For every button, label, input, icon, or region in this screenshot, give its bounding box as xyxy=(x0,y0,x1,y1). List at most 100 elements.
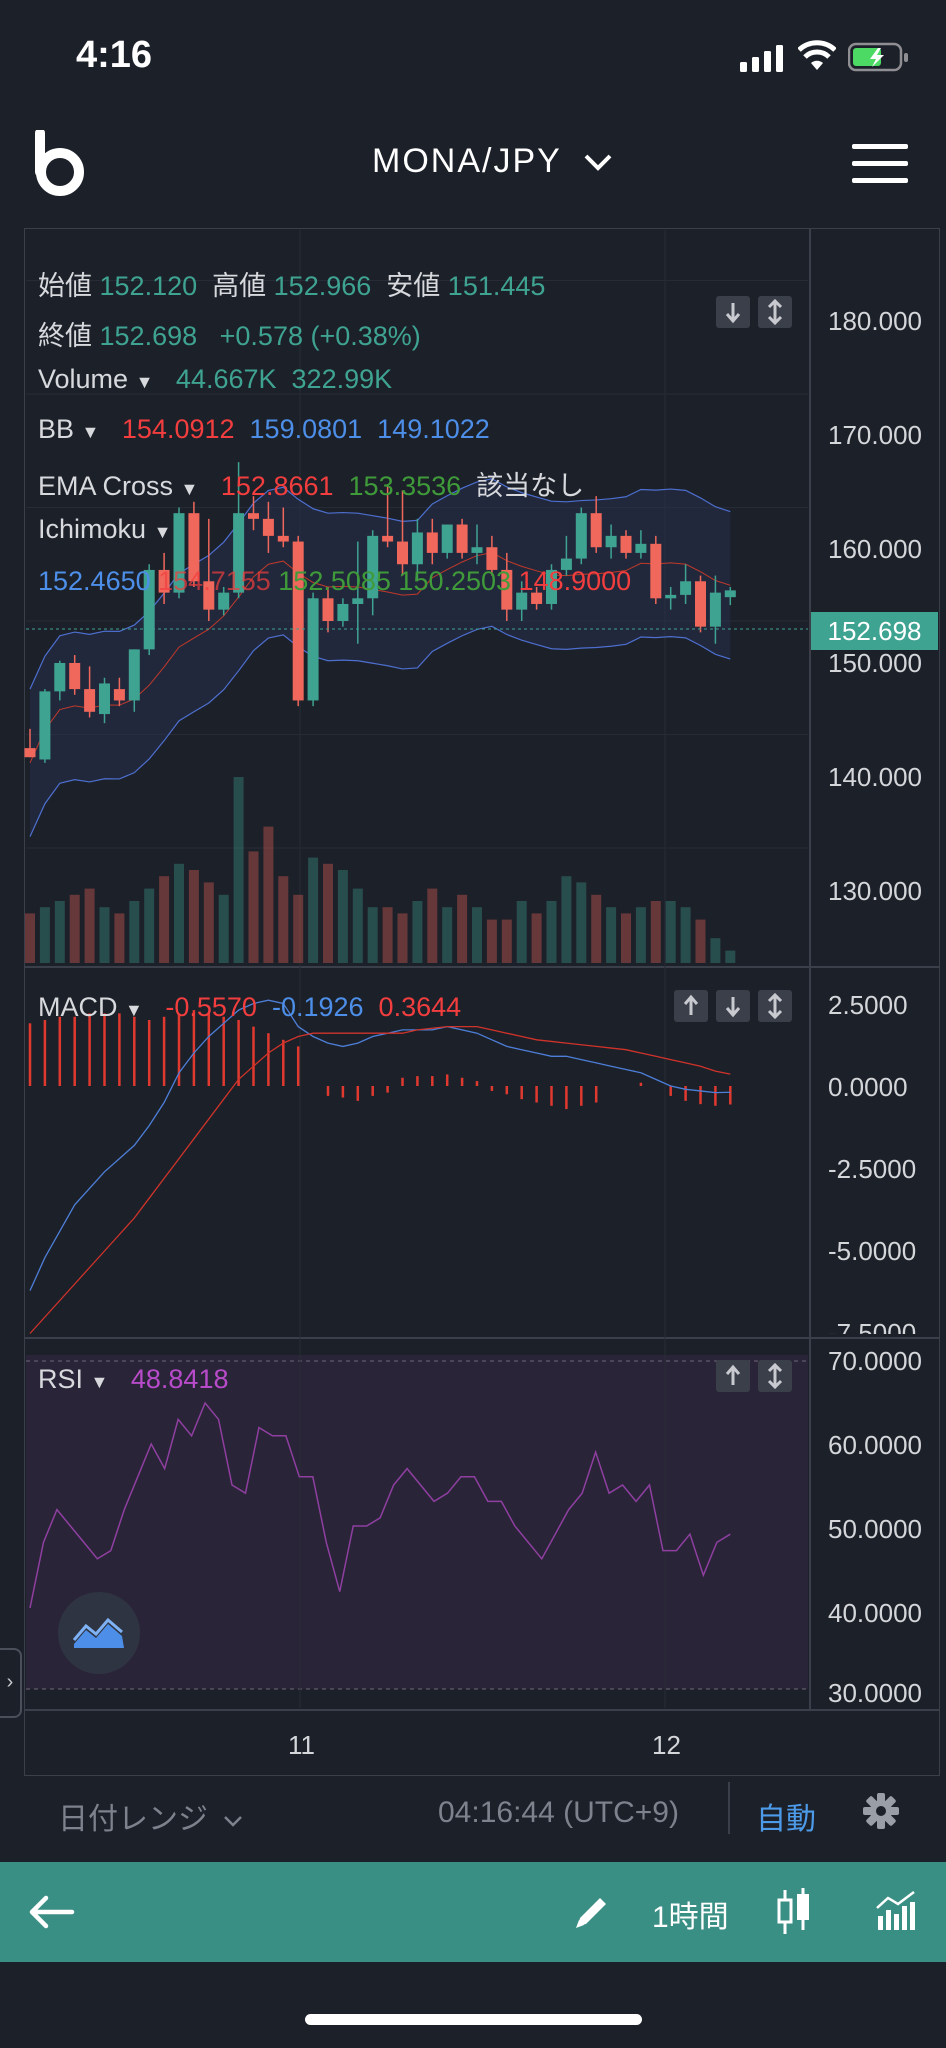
volume-bar xyxy=(174,863,184,963)
macd-move-down-button[interactable] xyxy=(716,990,750,1022)
macd-maximize-button[interactable] xyxy=(758,990,792,1022)
auto-scale-button[interactable]: 自動 xyxy=(756,1803,816,1836)
candle-body xyxy=(546,569,557,604)
dropdown-caret-icon: ▼ xyxy=(81,422,100,442)
candle-body xyxy=(69,662,81,690)
macd-legend[interactable]: MACD ▼ -0.5570 -0.1926 0.3644 xyxy=(38,992,461,1023)
bb-label: BB xyxy=(38,414,75,444)
ichimoku-value-2: 154.7155 xyxy=(158,566,271,596)
side-panel-handle[interactable]: › xyxy=(0,1648,22,1718)
macd-tick: -7.5000 xyxy=(828,1318,917,1334)
ema-value-3: 該当なし xyxy=(476,471,585,501)
rsi-tick: 30.0000 xyxy=(828,1678,922,1708)
chart-style-button[interactable] xyxy=(58,1592,140,1674)
date-range-button[interactable]: 日付レンジ xyxy=(58,1794,244,1838)
volume-bar xyxy=(457,894,468,963)
ichimoku-legend[interactable]: Ichimoku ▼ xyxy=(38,514,171,545)
volume-legend[interactable]: Volume ▼ 44.667K 322.99K xyxy=(38,364,392,395)
candle-body xyxy=(531,592,543,604)
open-value: 152.120 xyxy=(99,271,198,301)
candle-body xyxy=(575,513,587,559)
volume-bar xyxy=(472,907,482,963)
macd-signal-line xyxy=(29,1025,731,1334)
volume-bar xyxy=(382,907,393,963)
ema-value-1: 152.8661 xyxy=(220,471,334,501)
arrow-up-icon xyxy=(683,994,699,1015)
volume-bar xyxy=(263,826,274,963)
bollinger-lower-line xyxy=(29,625,731,837)
rsi-legend[interactable]: RSI ▼ 48.8418 xyxy=(38,1364,228,1395)
macd-tick: -5.0000 xyxy=(828,1236,917,1266)
dropdown-caret-icon: ▼ xyxy=(135,372,154,392)
ichimoku-value-3: 152.5085 xyxy=(278,566,391,596)
price-tick: 150.000 xyxy=(828,648,922,678)
clock-display: 04:16:44 (UTC+9) xyxy=(438,1796,679,1829)
ichimoku-values: 152.4650 154.7155 152.5085 150.2503 148.… xyxy=(38,566,631,597)
volume-bar xyxy=(367,907,378,963)
rsi-maximize-button[interactable] xyxy=(758,1360,792,1392)
macd-tick: 2.5000 xyxy=(828,990,908,1020)
volume-bar xyxy=(710,938,721,963)
candle-body xyxy=(680,581,692,595)
candle-body xyxy=(203,581,215,610)
volume-bar xyxy=(144,888,155,963)
rsi-move-up-button[interactable] xyxy=(716,1360,750,1392)
ema-value-2: 153.3536 xyxy=(348,471,462,501)
macd-move-up-button[interactable] xyxy=(674,990,708,1022)
volume-bar xyxy=(621,913,631,963)
dropdown-caret-icon: ▼ xyxy=(180,479,199,499)
high-label: 高値 xyxy=(212,271,267,301)
volume-bar xyxy=(486,919,497,963)
chart-canvas[interactable] xyxy=(0,0,946,1780)
volume-bar xyxy=(99,907,110,963)
volume-bar xyxy=(397,913,408,963)
volume-bar xyxy=(54,901,65,963)
back-arrow-icon[interactable] xyxy=(26,1892,76,1932)
chevron-down-icon xyxy=(584,154,612,171)
candle-body xyxy=(382,535,394,542)
volume-bar xyxy=(635,907,646,963)
chart-toolbar: 日付レンジ 04:16:44 (UTC+9) 自動 xyxy=(0,1778,946,1858)
expand-vertical-icon xyxy=(767,992,783,1020)
rsi-tick: 60.0000 xyxy=(828,1430,922,1460)
candle-body xyxy=(501,569,513,610)
arrow-up-icon xyxy=(725,1364,741,1385)
pencil-icon[interactable] xyxy=(570,1890,614,1934)
signal-icon xyxy=(740,45,783,72)
bb-value-2: 159.0801 xyxy=(249,414,363,444)
candle-body xyxy=(337,603,349,621)
pair-selector[interactable]: MONA/JPY xyxy=(372,142,613,181)
arrow-down-icon xyxy=(725,303,741,324)
move-down-button[interactable] xyxy=(716,296,750,328)
ema-legend[interactable]: EMA Cross ▼ 152.8661 153.3536 該当なし xyxy=(38,464,584,503)
candle-body xyxy=(39,691,51,760)
candle-body xyxy=(158,569,170,593)
indicators-icon[interactable] xyxy=(874,1888,916,1934)
volume-bar xyxy=(442,907,453,963)
bollinger-middle-line xyxy=(29,551,731,764)
candlestick-type-icon[interactable] xyxy=(774,1886,814,1938)
volume-bar xyxy=(427,888,438,963)
pair-label: MONA/JPY xyxy=(372,142,562,180)
macd-line xyxy=(29,999,731,1291)
current-price-label: 152.698 xyxy=(811,612,938,650)
price-tick: 170.000 xyxy=(828,420,922,450)
candle-body xyxy=(635,543,647,553)
bb-legend[interactable]: BB ▼ 154.0912 159.0801 149.1022 xyxy=(38,414,490,445)
candle-body xyxy=(322,598,334,621)
maximize-pane-button[interactable] xyxy=(758,296,792,328)
volume-bar xyxy=(233,777,244,963)
close-label: 終値 xyxy=(38,321,92,351)
interval-selector[interactable]: 1時間 xyxy=(652,1901,729,1934)
volume-bar xyxy=(218,894,229,963)
candle-body xyxy=(248,513,259,519)
date-range-label: 日付レンジ xyxy=(58,1803,208,1836)
chart-container[interactable] xyxy=(24,228,940,1776)
macd-tick: 0.0000 xyxy=(828,1072,908,1102)
menu-icon[interactable] xyxy=(852,142,908,186)
bottom-action-bar: 1時間 xyxy=(0,1862,946,1962)
price-tick: 140.000 xyxy=(828,762,922,792)
candle-body xyxy=(54,662,66,692)
settings-gear-icon[interactable] xyxy=(862,1792,900,1830)
change-value: +0.578 (+0.38%) xyxy=(219,321,421,351)
